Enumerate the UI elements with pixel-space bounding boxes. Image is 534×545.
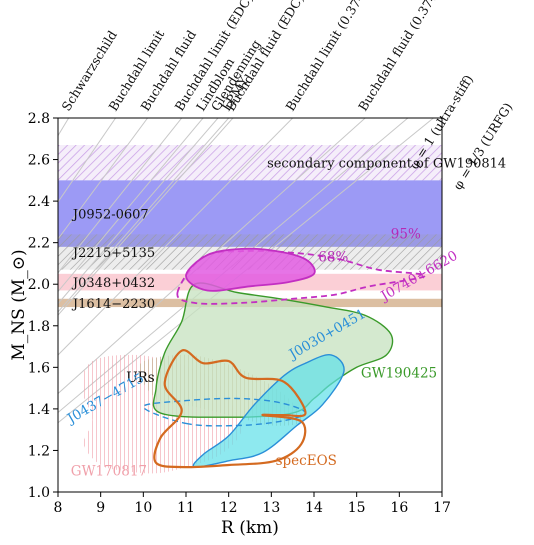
- diagonal-line-buchdahl-fluid-edc: [58, 118, 234, 316]
- diagonal-line-lindblom: [58, 118, 204, 293]
- x-tick-label: 9: [96, 500, 105, 516]
- plot-frame: [57, 117, 443, 493]
- x-tick-label: 10: [134, 500, 152, 516]
- region-label-gw170817: GW170817: [71, 463, 147, 479]
- y-tick-label: 1.8: [28, 319, 50, 335]
- region-j0437-4715: [142, 397, 307, 427]
- y-tick-label: 2.8: [28, 111, 50, 127]
- diagonal-line-buchdahl-fluid-0-374: [58, 118, 366, 395]
- diagonal-line-buchdahl-fluid: [58, 118, 149, 240]
- region-label-gw190425: GW190425: [361, 366, 437, 382]
- x-tick-label: 16: [390, 500, 408, 516]
- y-axis-label: M_NS (M_⊙): [9, 249, 29, 360]
- confidence-regions: [81, 247, 426, 474]
- x-axis-label: R (km): [221, 518, 279, 538]
- region-speceos: [153, 349, 307, 469]
- region-annotation-95: 95%: [391, 227, 421, 243]
- band-label-j1614-2230: J1614−2230: [71, 297, 155, 312]
- y-tick-label: 1.2: [28, 443, 50, 459]
- region-j0740-6620-68: [185, 247, 316, 292]
- region-label-urs: URs: [126, 370, 155, 386]
- x-tick-label: 17: [433, 500, 451, 516]
- y-tick-label: 2.6: [28, 153, 50, 169]
- diagonal-line-buchdahl-limit: [58, 118, 117, 203]
- x-tick-label: 14: [305, 500, 323, 516]
- region-annotation-68: 68%: [318, 249, 348, 265]
- y-tick-label: 2.2: [28, 236, 50, 252]
- diagonal-line-glendenning: [58, 118, 219, 305]
- diagonal-label-buchdahl-fluid-0-374: Buchdahl fluid (0.374): [355, 0, 443, 114]
- diagonal-line-lpmy: [58, 118, 230, 313]
- y-tick-label: 1.4: [28, 402, 50, 418]
- band-label-j0952-0607: J0952-0607: [71, 208, 149, 223]
- y-tick-label: 2.4: [28, 194, 50, 210]
- y-tick-label: 1.0: [28, 485, 50, 501]
- band-label-j0348-0432: J0348+0432: [71, 276, 155, 291]
- band-label-secondary-component-of-gw190814: secondary component of GW190814: [267, 157, 506, 172]
- diagonal-line-buchdahl-limit-edc: [58, 118, 183, 274]
- x-tick-label: 11: [177, 500, 195, 516]
- y-tick-label: 2.0: [28, 277, 50, 293]
- region-j0740-6620-95: [176, 249, 426, 305]
- diagonal-line-buchdahl-limit-0-374: [58, 118, 294, 356]
- x-tick-label: 13: [262, 500, 280, 516]
- region-label-speceos: specEOS: [276, 453, 337, 469]
- y-tick-label: 1.6: [28, 360, 50, 376]
- x-tick-label: 8: [54, 500, 63, 516]
- axes: 8 9 10 11 12 13 14 15 16 17 1.0 1.2 1.4 1.6 1.8 2.0 2.2 2…: [28, 111, 451, 516]
- diagonal-label-1-3-urfg: φ = 1/3 (URFG): [450, 100, 516, 192]
- band-label-j2215-5135: J2215+5135: [71, 246, 155, 261]
- x-tick-label: 12: [220, 500, 238, 516]
- x-tick-label: 15: [348, 500, 366, 516]
- region-j0030-0451: [192, 354, 345, 468]
